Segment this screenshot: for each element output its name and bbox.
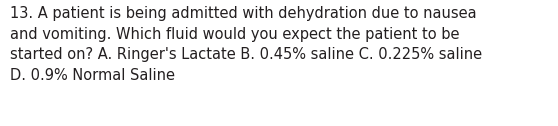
Text: 13. A patient is being admitted with dehydration due to nausea
and vomiting. Whi: 13. A patient is being admitted with deh…: [10, 6, 482, 83]
